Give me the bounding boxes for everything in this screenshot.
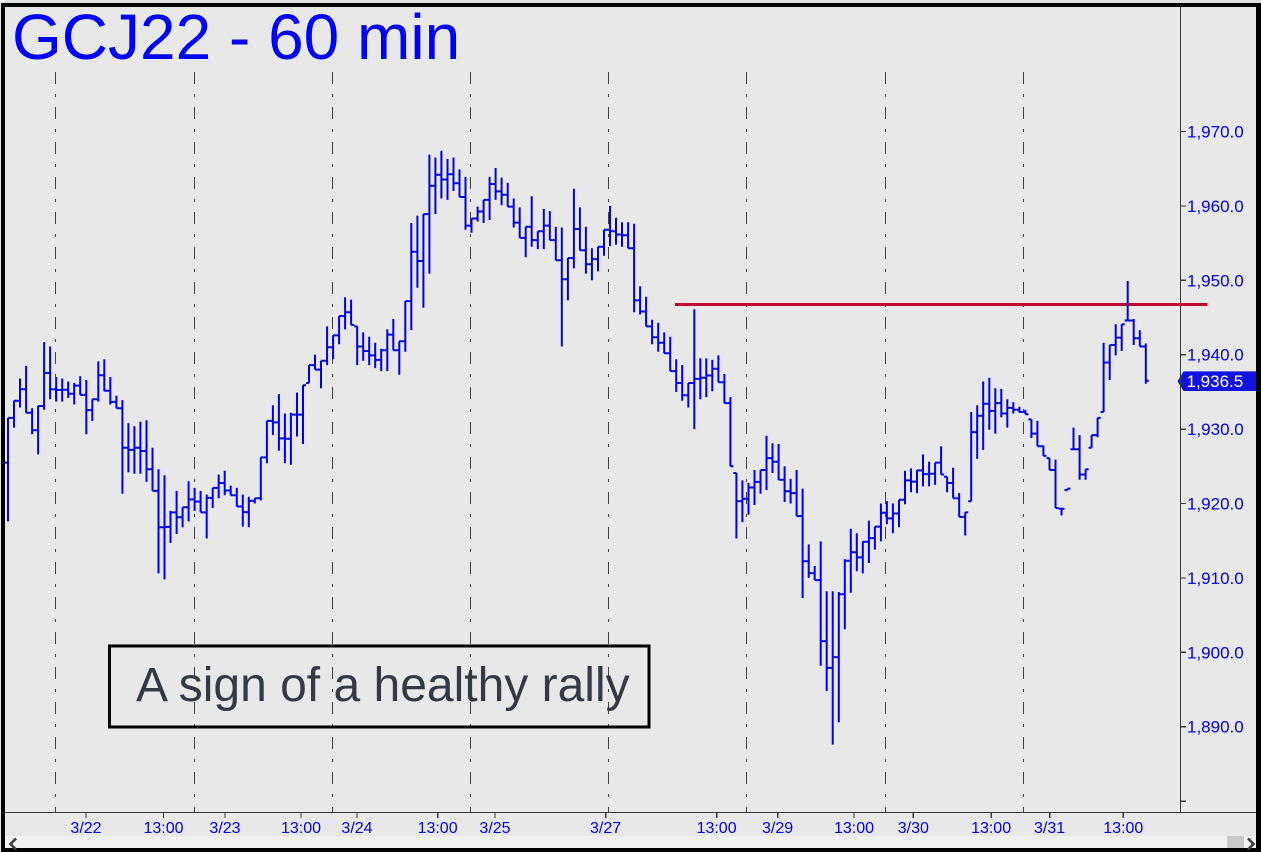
svg-text:1,936.5: 1,936.5	[1187, 372, 1244, 391]
svg-text:13:00: 13:00	[1103, 820, 1143, 837]
svg-text:3/24: 3/24	[341, 820, 372, 837]
svg-text:GCJ22 - 60 min: GCJ22 - 60 min	[12, 1, 460, 73]
svg-text:13:00: 13:00	[418, 820, 458, 837]
svg-text:3/22: 3/22	[70, 820, 101, 837]
svg-text:1,960.0: 1,960.0	[1187, 197, 1244, 216]
svg-text:3/25: 3/25	[479, 820, 510, 837]
svg-text:1,910.0: 1,910.0	[1187, 569, 1244, 588]
svg-text:13:00: 13:00	[281, 820, 321, 837]
svg-text:13:00: 13:00	[143, 820, 183, 837]
svg-text:13:00: 13:00	[834, 820, 874, 837]
svg-text:1,900.0: 1,900.0	[1187, 643, 1244, 662]
svg-text:1,920.0: 1,920.0	[1187, 495, 1244, 514]
svg-text:1,970.0: 1,970.0	[1187, 123, 1244, 142]
svg-text:1,950.0: 1,950.0	[1187, 271, 1244, 290]
svg-text:3/30: 3/30	[898, 820, 929, 837]
svg-text:1,890.0: 1,890.0	[1187, 718, 1244, 737]
svg-text:1,940.0: 1,940.0	[1187, 346, 1244, 365]
svg-text:A sign of a healthy rally: A sign of a healthy rally	[136, 659, 630, 712]
svg-text:3/29: 3/29	[762, 820, 793, 837]
svg-text:3/31: 3/31	[1034, 820, 1065, 837]
svg-text:1,930.0: 1,930.0	[1187, 420, 1244, 439]
svg-text:13:00: 13:00	[697, 820, 737, 837]
svg-text:3/27: 3/27	[590, 820, 621, 837]
svg-text:3/23: 3/23	[209, 820, 240, 837]
svg-text:13:00: 13:00	[971, 820, 1011, 837]
